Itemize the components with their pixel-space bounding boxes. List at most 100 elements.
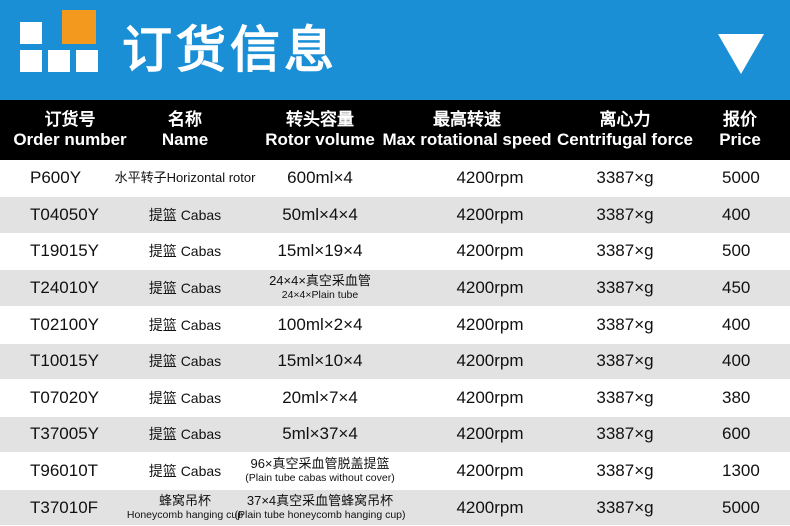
- table-cell: 100ml×2×4: [255, 307, 385, 343]
- cell-text: 3387×g: [596, 314, 654, 334]
- table-cell: 3387×g: [550, 161, 700, 197]
- cell-text: 4200rpm: [456, 314, 524, 334]
- table-cell: T37005Y: [30, 417, 130, 453]
- table-cell: 15ml×19×4: [255, 234, 385, 270]
- cell-text: 3387×g: [596, 168, 654, 188]
- cell-text: 水平转子Horizontal rotor: [114, 170, 256, 186]
- table-cell: 450: [722, 270, 790, 306]
- cell-text: 3387×g: [596, 204, 654, 224]
- table-cell: 3387×g: [550, 453, 700, 489]
- header-zh: 订货号: [44, 110, 96, 129]
- cell-text: 500: [722, 241, 751, 261]
- column-header: 离心力 Centrifugal force: [550, 100, 700, 160]
- table-cell: 提篮 Cabas: [110, 307, 260, 343]
- table-cell: T96010T: [30, 453, 130, 489]
- header-zh: 名称: [168, 110, 202, 129]
- cell-text: 提篮 Cabas: [148, 353, 222, 370]
- logo-square: [20, 50, 42, 72]
- cell-text: T37005Y: [30, 424, 99, 444]
- cell-text: 400: [722, 204, 751, 224]
- cell-text: 4200rpm: [456, 241, 524, 261]
- cell-text: T24010Y: [30, 278, 99, 298]
- cell-text: 5000: [722, 168, 760, 188]
- table-cell: 50ml×4×4: [255, 197, 385, 233]
- banner: 订货信息: [0, 0, 790, 100]
- cell-text: 提篮 Cabas: [148, 463, 222, 480]
- cell-text: 3387×g: [596, 351, 654, 371]
- cell-text: T04050Y: [30, 204, 99, 224]
- cell-line: 24×4×真空采血管: [269, 273, 371, 289]
- table-cell: 4200rpm: [400, 161, 580, 197]
- table-cell: 提篮 Cabas: [110, 270, 260, 306]
- table-cell: 水平转子Horizontal rotor: [110, 161, 260, 197]
- table-cell: 3387×g: [550, 490, 700, 526]
- table-cell: 蜂窝吊杯 Honeycomb hanging cup: [110, 490, 260, 526]
- table-cell: 1300: [722, 453, 790, 489]
- cell-text: 50ml×4×4: [282, 204, 358, 224]
- table-row: T96010T 提篮 Cabas 96×真空采血管脱盖提篮 (Plain tube c…: [0, 453, 790, 489]
- header-en: Order number: [13, 130, 127, 149]
- header-en: Price: [719, 130, 761, 149]
- cell-text: 600ml×4: [287, 168, 353, 188]
- cell-text: T02100Y: [30, 314, 99, 334]
- table-cell: 4200rpm: [400, 417, 580, 453]
- table-cell: 600ml×4: [255, 161, 385, 197]
- table-cell: 提篮 Cabas: [110, 197, 260, 233]
- cell-text: 100ml×2×4: [277, 314, 363, 334]
- cell-text: 4200rpm: [456, 168, 524, 188]
- table-cell: 5000: [722, 161, 790, 197]
- table-cell: T19015Y: [30, 234, 130, 270]
- logo-square: [62, 10, 96, 44]
- table-cell: 4200rpm: [400, 234, 580, 270]
- table-row: P600Y 水平转子Horizontal rotor 600ml×4 4200rpm 3…: [0, 160, 790, 197]
- table-cell: 3387×g: [550, 234, 700, 270]
- table-cell: 提篮 Cabas: [110, 344, 260, 380]
- cell-text: 400: [722, 351, 751, 371]
- cell-text: 380: [722, 387, 751, 407]
- cell-text: 3387×g: [596, 461, 654, 481]
- table-row: T04050Y 提篮 Cabas 50ml×4×4 4200rpm 3387×g 400: [0, 197, 790, 233]
- cell-text: 提篮 Cabas: [148, 389, 222, 406]
- cell-text: T10015Y: [30, 351, 99, 371]
- table-cell: 15ml×10×4: [255, 344, 385, 380]
- table-row: T24010Y 提篮 Cabas 24×4×真空采血管 24×4×Plain tube…: [0, 270, 790, 306]
- cell-line: Honeycomb hanging cup: [126, 508, 244, 521]
- header-zh: 离心力: [599, 110, 651, 129]
- dropdown-arrow[interactable]: [718, 34, 764, 74]
- header-en: Centrifugal force: [556, 130, 694, 149]
- table-cell: T37010F: [30, 490, 130, 526]
- table-row: T19015Y 提篮 Cabas 15ml×19×4 4200rpm 3387×g 500: [0, 233, 790, 270]
- cell-text: 3387×g: [596, 241, 654, 261]
- cell-line: 96×真空采血管脱盖提篮: [250, 456, 390, 472]
- banner-graphics: [20, 10, 764, 74]
- table-cell: 3387×g: [550, 380, 700, 416]
- table-cell: T02100Y: [30, 307, 130, 343]
- table-cell: 400: [722, 344, 790, 380]
- header-en: Name: [161, 130, 209, 149]
- table-cell: 5000: [722, 490, 790, 526]
- cell-text: 3387×g: [596, 497, 654, 517]
- cell-text: 4200rpm: [456, 204, 524, 224]
- table-cell: 4200rpm: [400, 380, 580, 416]
- header-en: Max rotational speed: [382, 130, 552, 149]
- cell-text: 15ml×19×4: [277, 241, 363, 261]
- logo-square: [76, 50, 98, 72]
- cell-text: 提篮 Cabas: [148, 243, 222, 260]
- table-cell: 提篮 Cabas: [110, 417, 260, 453]
- column-header: 订货号 Order number: [0, 100, 140, 160]
- table-cell: T07020Y: [30, 380, 130, 416]
- table-header: 订货号 Order number 名称 Name 转头容量 Rotor volume 最高转…: [0, 100, 790, 160]
- table-cell: 4200rpm: [400, 453, 580, 489]
- table-cell: 20ml×7×4: [255, 380, 385, 416]
- table-cell: 3387×g: [550, 344, 700, 380]
- cell-text: T19015Y: [30, 241, 99, 261]
- table-cell: 600: [722, 417, 790, 453]
- cell-text: 4200rpm: [456, 424, 524, 444]
- cell-text: 5000: [722, 497, 760, 517]
- table-cell: 4200rpm: [400, 490, 580, 526]
- cell-text: 20ml×7×4: [282, 387, 358, 407]
- table-cell: 5ml×37×4: [255, 417, 385, 453]
- header-en: Rotor volume: [265, 130, 375, 149]
- cell-text: T07020Y: [30, 387, 99, 407]
